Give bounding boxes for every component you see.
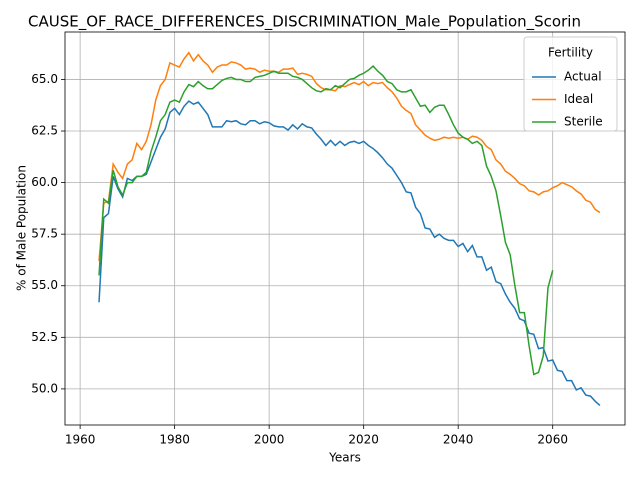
x-tick-label: 2000 bbox=[254, 433, 285, 447]
plot-frame bbox=[64, 31, 626, 426]
x-tick-label: 2040 bbox=[443, 433, 474, 447]
line-series bbox=[98, 64, 554, 376]
x-axis-label: Years bbox=[328, 451, 361, 465]
legend-box bbox=[523, 36, 618, 132]
y-axis-label: % of Male Population bbox=[15, 165, 29, 291]
legend-label: Ideal bbox=[564, 92, 593, 106]
y-tick-label: 60.0 bbox=[31, 175, 58, 189]
legend-title: Fertility bbox=[548, 46, 593, 60]
y-tick-label: 55.0 bbox=[31, 278, 58, 292]
x-tick-label: 2060 bbox=[537, 433, 568, 447]
y-tick-label: 65.0 bbox=[31, 72, 58, 86]
chart-title: CAUSE_OF_RACE_DIFFERENCES_DISCRIMINATION… bbox=[28, 13, 581, 32]
y-tick-label: 50.0 bbox=[31, 381, 58, 395]
y-tick-label: 62.5 bbox=[31, 124, 58, 138]
line-series bbox=[98, 100, 601, 406]
y-tick-label: 57.5 bbox=[31, 227, 58, 241]
line-series bbox=[98, 51, 601, 262]
x-tick-label: 2020 bbox=[348, 433, 379, 447]
y-tick-label: 52.5 bbox=[31, 330, 58, 344]
legend-label: Actual bbox=[564, 70, 602, 84]
x-tick-label: 1980 bbox=[159, 433, 190, 447]
legend-label: Sterile bbox=[564, 115, 603, 129]
x-tick-label: 1960 bbox=[65, 433, 96, 447]
